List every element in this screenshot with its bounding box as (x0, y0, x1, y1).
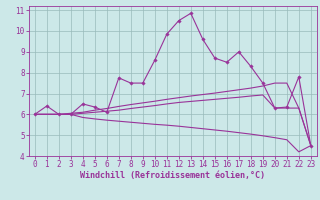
X-axis label: Windchill (Refroidissement éolien,°C): Windchill (Refroidissement éolien,°C) (80, 171, 265, 180)
